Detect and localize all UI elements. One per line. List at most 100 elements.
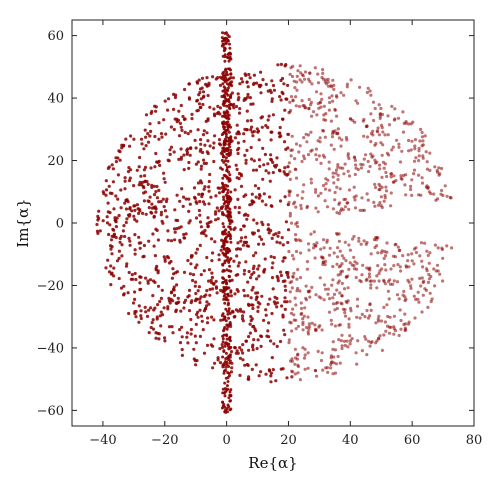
data-point [304, 325, 309, 330]
data-point [269, 130, 273, 134]
data-point [386, 289, 390, 293]
data-point [282, 82, 286, 86]
data-point [197, 102, 202, 106]
data-point [225, 104, 229, 108]
data-point [221, 222, 225, 226]
data-point [310, 114, 314, 118]
x-tick-label: −20 [151, 433, 178, 448]
data-point [147, 308, 151, 312]
data-point [410, 178, 414, 182]
data-point [347, 322, 351, 326]
data-point [339, 144, 343, 148]
data-point [229, 76, 233, 80]
data-point [239, 184, 244, 188]
data-point [401, 110, 405, 114]
data-point [195, 359, 199, 363]
data-point [392, 279, 396, 283]
data-point [159, 132, 164, 136]
data-point [360, 273, 364, 277]
data-point [301, 328, 305, 332]
data-point [307, 97, 311, 102]
data-point [320, 351, 324, 355]
data-point [340, 281, 344, 285]
data-point [167, 159, 171, 163]
data-point [288, 214, 292, 218]
data-point [249, 276, 253, 280]
data-point [289, 108, 293, 113]
data-point [169, 239, 174, 243]
data-point [137, 304, 141, 308]
data-point [200, 194, 204, 199]
data-point [252, 73, 256, 77]
data-point [243, 72, 247, 76]
data-point [287, 249, 291, 254]
data-point [179, 147, 183, 151]
data-point [241, 243, 245, 247]
data-point [286, 165, 290, 169]
data-point [237, 146, 241, 150]
data-point [306, 315, 310, 319]
data-point [340, 302, 344, 306]
data-point [285, 376, 289, 380]
data-point [427, 272, 431, 277]
data-point [352, 234, 356, 238]
data-point [133, 252, 137, 256]
data-point [256, 267, 260, 271]
data-point [186, 341, 190, 345]
data-point [376, 126, 380, 130]
data-point [189, 301, 193, 305]
data-point [316, 139, 320, 143]
data-point [181, 204, 185, 208]
data-point [326, 84, 331, 88]
data-point [144, 113, 149, 117]
data-point [387, 123, 392, 127]
data-point [226, 184, 230, 188]
data-point [152, 215, 156, 219]
data-point [245, 128, 249, 132]
data-point [163, 99, 167, 103]
data-point [300, 80, 304, 84]
data-point [245, 217, 249, 221]
data-point [138, 246, 142, 250]
data-point [368, 314, 372, 318]
data-point [166, 307, 170, 311]
data-point [312, 230, 316, 234]
data-point [159, 296, 163, 300]
data-point [409, 284, 413, 288]
data-point [390, 104, 394, 108]
data-point [226, 73, 229, 77]
data-point [300, 311, 304, 315]
data-point [417, 300, 421, 304]
data-point [307, 325, 311, 329]
data-point [134, 277, 138, 282]
data-point [111, 167, 115, 171]
data-point [250, 157, 254, 161]
data-point [336, 163, 340, 167]
data-point [338, 291, 342, 295]
data-point [187, 97, 192, 101]
data-point [409, 148, 413, 152]
data-point [280, 236, 284, 240]
data-point [112, 233, 116, 237]
data-point [437, 166, 441, 170]
data-point [353, 198, 357, 202]
data-point [108, 191, 112, 195]
data-point [226, 191, 230, 195]
data-point [413, 144, 417, 148]
data-point [162, 205, 166, 209]
data-point [264, 82, 268, 86]
data-point [343, 343, 347, 348]
x-tick-label: 60 [404, 433, 421, 448]
data-point [152, 184, 156, 188]
data-point [379, 195, 383, 199]
data-point [229, 83, 233, 86]
data-point [138, 275, 142, 279]
data-point [377, 279, 381, 283]
data-point [234, 163, 238, 167]
data-point [235, 176, 239, 180]
data-point [327, 310, 332, 314]
data-point [222, 232, 226, 236]
data-point [222, 225, 226, 229]
data-point [420, 259, 424, 263]
data-point [239, 77, 244, 81]
